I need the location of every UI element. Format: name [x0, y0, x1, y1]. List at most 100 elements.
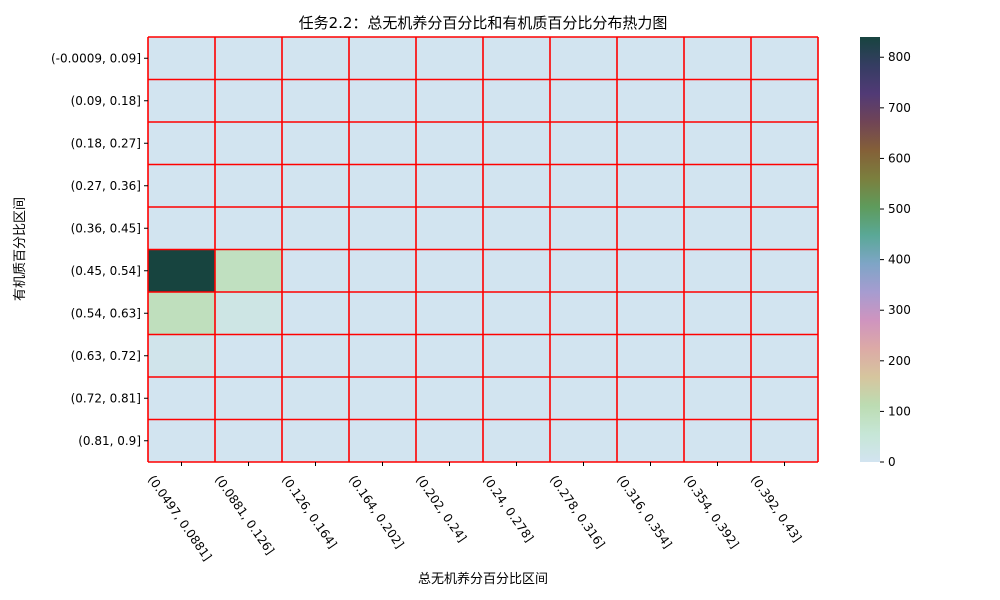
x-tick-label: (0.24, 0.278]: [480, 473, 536, 545]
heatmap-cell: [751, 419, 818, 462]
heatmap-cell: [282, 79, 349, 122]
heatmap-cell: [282, 164, 349, 207]
heatmap-cell: [483, 334, 550, 377]
heatmap-cell: [617, 292, 684, 335]
heatmap-cell: [751, 122, 818, 165]
heatmap-cell: [617, 37, 684, 80]
heatmap-cell: [148, 79, 215, 122]
heatmap-cell: [617, 377, 684, 420]
heatmap-cell: [684, 419, 751, 462]
heatmap-cell: [349, 419, 416, 462]
x-tick-label: (0.316, 0.354]: [614, 473, 675, 551]
colorbar-tick-label: 300: [888, 303, 911, 317]
heatmap-cell: [550, 207, 617, 250]
heatmap-cell: [148, 292, 215, 335]
heatmap-cell: [550, 419, 617, 462]
heatmap-cell: [416, 249, 483, 292]
heatmap-cell: [483, 164, 550, 207]
heatmap-cell: [282, 249, 349, 292]
heatmap-cell: [684, 79, 751, 122]
heatmap-cell: [148, 37, 215, 80]
heatmap-cell: [148, 122, 215, 165]
heatmap-cell: [550, 249, 617, 292]
heatmap-cell: [617, 334, 684, 377]
heatmap-cell: [416, 334, 483, 377]
heatmap-cell: [617, 249, 684, 292]
x-tick-label: (0.164, 0.202]: [346, 473, 407, 551]
x-tick-label: (0.392, 0.43]: [748, 473, 804, 545]
heatmap-cell: [416, 164, 483, 207]
heatmap-cell: [416, 377, 483, 420]
heatmap-cell: [148, 334, 215, 377]
heatmap-cell: [215, 207, 282, 250]
y-tick-label: (-0.0009, 0.09]: [51, 51, 141, 65]
heatmap-cell: [282, 207, 349, 250]
heatmap-cell: [282, 122, 349, 165]
heatmap-cell: [684, 292, 751, 335]
colorbar: [860, 37, 880, 462]
heatmap-cell: [483, 249, 550, 292]
x-tick-label: (0.0881, 0.126]: [212, 473, 277, 557]
heatmap-cell: [349, 292, 416, 335]
y-tick-label: (0.63, 0.72]: [71, 349, 141, 363]
heatmap-cell: [483, 79, 550, 122]
heatmap-cell: [282, 377, 349, 420]
heatmap-cell: [215, 164, 282, 207]
colorbar-tick-label: 500: [888, 202, 911, 216]
heatmap-cell: [215, 334, 282, 377]
heatmap-cell: [416, 37, 483, 80]
heatmap-cell: [483, 292, 550, 335]
colorbar-tick-label: 600: [888, 151, 911, 165]
heatmap-cell: [684, 122, 751, 165]
heatmap-cell: [215, 37, 282, 80]
heatmap-cell: [751, 377, 818, 420]
x-axis-ticks: (0.0497, 0.0881](0.0881, 0.126] (0.126, 0…: [145, 462, 804, 563]
heatmap-cell: [349, 334, 416, 377]
heatmap-cell: [349, 377, 416, 420]
colorbar-tick-label: 400: [888, 253, 911, 267]
heatmap-cell: [684, 207, 751, 250]
heatmap-cell: [550, 377, 617, 420]
y-axis-ticks: (-0.0009, 0.09] (0.09, 0.18] (0.18, 0.27] (…: [51, 51, 148, 448]
y-tick-label: (0.18, 0.27]: [71, 136, 141, 150]
heatmap-cell: [751, 37, 818, 80]
heatmap-cell: [215, 292, 282, 335]
heatmap-cell: [483, 122, 550, 165]
heatmap-cell: [483, 207, 550, 250]
x-tick-label: (0.202, 0.24]: [413, 473, 469, 545]
y-tick-label: (0.54, 0.63]: [71, 306, 141, 320]
heatmap-cell: [282, 419, 349, 462]
colorbar-gradient: [860, 37, 880, 462]
heatmap-cells: [148, 37, 818, 462]
x-axis-label: 总无机养分百分比区间: [418, 571, 548, 587]
y-axis-label: 有机质百分比区间: [13, 197, 28, 301]
heatmap-cell: [550, 334, 617, 377]
heatmap-cell: [148, 377, 215, 420]
heatmap-cell: [550, 79, 617, 122]
heatmap-cell: [751, 164, 818, 207]
heatmap-cell: [483, 377, 550, 420]
y-tick-label: (0.36, 0.45]: [71, 221, 141, 235]
x-tick-label: (0.0497, 0.0881]: [145, 473, 214, 564]
colorbar-tick-label: 800: [888, 50, 911, 64]
y-tick-label: (0.27, 0.36]: [71, 179, 141, 193]
heatmap-cell: [751, 249, 818, 292]
heatmap-cell: [550, 122, 617, 165]
colorbar-tick-label: 0: [888, 455, 896, 469]
x-tick-label: (0.126, 0.164]: [279, 473, 340, 551]
heatmap-cell: [215, 79, 282, 122]
heatmap-cell: [215, 122, 282, 165]
heatmap-cell: [751, 207, 818, 250]
heatmap-cell: [349, 122, 416, 165]
colorbar-tick-label: 100: [888, 404, 911, 418]
heatmap-cell: [416, 79, 483, 122]
heatmap-cell: [282, 37, 349, 80]
heatmap-cell: [148, 419, 215, 462]
heatmap-cell: [282, 334, 349, 377]
x-tick-label: (0.354, 0.392]: [681, 473, 742, 551]
heatmap-cell: [617, 207, 684, 250]
heatmap-cell: [215, 419, 282, 462]
heatmap-cell: [416, 207, 483, 250]
y-tick-label: (0.81, 0.9]: [78, 434, 141, 448]
